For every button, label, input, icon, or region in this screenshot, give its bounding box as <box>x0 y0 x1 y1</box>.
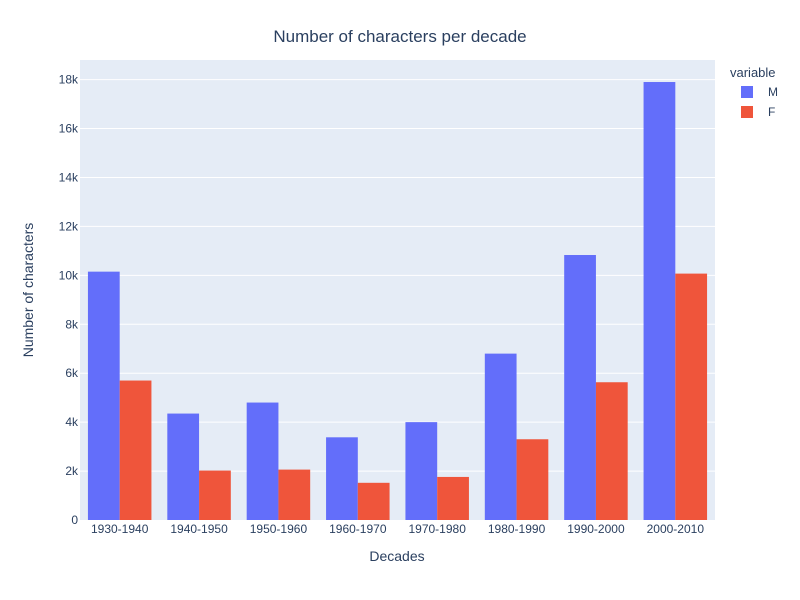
legend-label-f[interactable]: F <box>768 105 775 119</box>
y-tick-label: 18k <box>59 73 79 87</box>
x-tick-label: 1960-1970 <box>329 522 387 536</box>
bar-m-1990-2000[interactable] <box>564 255 596 521</box>
bar-m-1950-1960[interactable] <box>246 402 279 520</box>
y-tick-label: 10k <box>59 268 79 282</box>
legend-label-m[interactable]: M <box>768 85 778 99</box>
y-tick-label: 8k <box>65 317 79 331</box>
y-axis-ticks: 0 2k 4k 6k 8k 10k 12k 14k 16k 18k <box>59 73 79 527</box>
y-tick-label: 16k <box>59 122 79 136</box>
x-tick-label: 2000-2010 <box>647 522 705 536</box>
x-tick-label: 1990-2000 <box>567 522 625 536</box>
bar-f-1970-1980[interactable] <box>437 476 469 520</box>
y-tick-label: 14k <box>59 170 79 184</box>
bar-m-1960-1970[interactable] <box>326 437 358 520</box>
y-axis-title: Number of characters <box>20 223 36 358</box>
legend-swatch-m[interactable] <box>741 86 753 98</box>
x-tick-label: 1980-1990 <box>488 522 546 536</box>
legend[interactable]: variable MF <box>730 65 778 119</box>
y-tick-label: 4k <box>65 415 79 429</box>
legend-swatch-f[interactable] <box>741 106 753 118</box>
bar-m-1980-1990[interactable] <box>484 353 517 520</box>
x-tick-label: 1930-1940 <box>91 522 149 536</box>
x-tick-label: 1970-1980 <box>408 522 466 536</box>
bar-f-1980-1990[interactable] <box>516 439 549 520</box>
chart-title: Number of characters per decade <box>273 27 526 46</box>
x-tick-label: 1950-1960 <box>250 522 308 536</box>
x-tick-label: 1940-1950 <box>170 522 228 536</box>
x-axis-ticks: 1930-1940 1940-1950 1950-1960 1960-1970 1970… <box>91 522 704 536</box>
bar-f-1990-2000[interactable] <box>595 382 628 520</box>
y-tick-label: 6k <box>65 366 79 380</box>
y-tick-label: 12k <box>59 219 79 233</box>
x-axis-title: Decades <box>369 548 424 564</box>
bar-f-1940-1950[interactable] <box>199 470 231 520</box>
y-tick-label: 2k <box>65 464 79 478</box>
bar-f-1950-1960[interactable] <box>278 469 311 520</box>
bar-m-1970-1980[interactable] <box>405 422 438 520</box>
bar-f-2000-2010[interactable] <box>675 273 708 520</box>
bar-m-1930-1940[interactable] <box>87 271 120 520</box>
bar-f-1930-1940[interactable] <box>119 380 152 520</box>
bar-m-2000-2010[interactable] <box>643 82 676 521</box>
bars <box>87 82 708 521</box>
legend-title: variable <box>730 65 776 80</box>
bar-m-1940-1950[interactable] <box>167 413 200 520</box>
bar-f-1960-1970[interactable] <box>357 482 390 520</box>
y-tick-label: 0 <box>71 513 78 527</box>
